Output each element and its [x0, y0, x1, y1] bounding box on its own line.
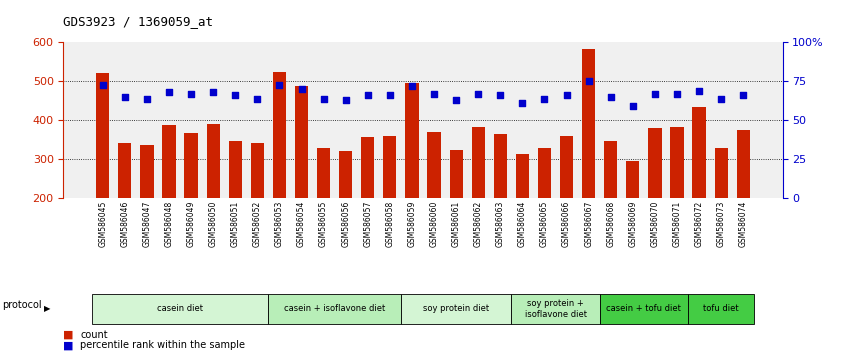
- Bar: [361, 137, 375, 198]
- Bar: [295, 86, 308, 198]
- Bar: [582, 50, 596, 198]
- Text: ▶: ▶: [44, 304, 51, 313]
- Point: [449, 97, 463, 103]
- Bar: [626, 161, 640, 198]
- Text: soy protein diet: soy protein diet: [423, 304, 489, 313]
- Point: [692, 88, 706, 93]
- Text: ■: ■: [63, 330, 74, 339]
- Point: [250, 96, 264, 101]
- Point: [162, 90, 176, 95]
- Point: [427, 91, 441, 97]
- Bar: [516, 154, 529, 198]
- Bar: [118, 143, 131, 198]
- Point: [317, 96, 331, 101]
- Point: [560, 93, 574, 98]
- Bar: [250, 143, 264, 198]
- Point: [471, 91, 485, 97]
- Bar: [648, 128, 662, 198]
- Bar: [692, 107, 706, 198]
- Bar: [206, 124, 220, 198]
- Bar: [737, 130, 750, 198]
- Text: GDS3923 / 1369059_at: GDS3923 / 1369059_at: [63, 15, 213, 28]
- Point: [405, 83, 419, 89]
- Point: [670, 91, 684, 97]
- Bar: [184, 133, 198, 198]
- Point: [184, 91, 198, 97]
- Point: [383, 93, 397, 98]
- Point: [361, 93, 375, 98]
- Text: protocol: protocol: [2, 300, 41, 310]
- Bar: [494, 133, 507, 198]
- Point: [96, 82, 109, 87]
- Point: [582, 79, 596, 84]
- Bar: [228, 141, 242, 198]
- Bar: [560, 136, 574, 198]
- Point: [493, 93, 507, 98]
- Bar: [449, 150, 463, 198]
- Point: [228, 93, 242, 98]
- Point: [626, 103, 640, 109]
- Bar: [272, 73, 286, 198]
- Bar: [471, 127, 485, 198]
- Bar: [317, 148, 330, 198]
- Point: [272, 82, 286, 87]
- Bar: [96, 73, 109, 198]
- Bar: [383, 136, 397, 198]
- Bar: [604, 141, 618, 198]
- Point: [538, 96, 552, 101]
- Bar: [427, 132, 441, 198]
- Point: [339, 97, 353, 103]
- Point: [737, 93, 750, 98]
- Text: casein diet: casein diet: [157, 304, 203, 313]
- Point: [648, 91, 662, 97]
- Point: [294, 86, 308, 92]
- Bar: [405, 84, 419, 198]
- Text: count: count: [80, 330, 108, 339]
- Bar: [339, 151, 352, 198]
- Point: [118, 94, 132, 100]
- Text: soy protein +
isoflavone diet: soy protein + isoflavone diet: [525, 299, 586, 319]
- Bar: [715, 148, 728, 198]
- Text: percentile rank within the sample: percentile rank within the sample: [80, 340, 245, 350]
- Point: [206, 90, 220, 95]
- Text: casein + isoflavone diet: casein + isoflavone diet: [284, 304, 385, 313]
- Point: [515, 101, 529, 106]
- Point: [604, 94, 618, 100]
- Text: tofu diet: tofu diet: [703, 304, 739, 313]
- Point: [714, 96, 728, 101]
- Bar: [162, 125, 176, 198]
- Bar: [140, 145, 154, 198]
- Text: casein + tofu diet: casein + tofu diet: [607, 304, 681, 313]
- Point: [140, 96, 154, 101]
- Text: ■: ■: [63, 340, 74, 350]
- Bar: [538, 148, 551, 198]
- Bar: [670, 127, 684, 198]
